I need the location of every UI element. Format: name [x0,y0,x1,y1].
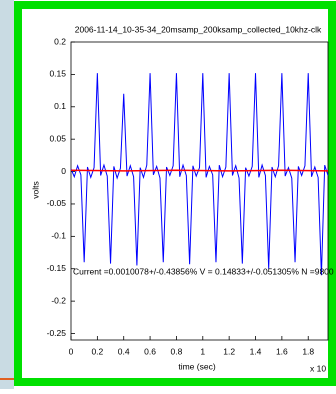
x-axis-label: time (sec) [178,361,215,371]
y-tick-label: -0.2 [51,295,66,305]
x-tick-label: 0.6 [144,346,156,356]
data-line [70,73,329,276]
data-line [70,169,329,172]
annotation: Current =0.0010078+/-0.43856% V = 0.1483… [73,266,334,276]
x-tick-label: 1.6 [276,346,288,356]
plot-box [70,41,329,341]
side-panel [0,0,14,389]
y-tick-label: -0.25 [47,328,67,338]
x-tick-label: 0.2 [91,346,103,356]
x-exponent: x 10 [310,363,326,373]
y-tick-label: 0.15 [49,69,66,79]
x-tick-label: 0.8 [171,346,183,356]
y-tick-label: 0.2 [54,36,66,46]
y-tick-label: 0.1 [54,101,66,111]
x-tick-label: 0 [69,346,74,356]
y-tick-label: 0.05 [49,133,66,143]
x-tick-label: 1 [200,346,205,356]
y-tick-label: 0 [61,166,66,176]
x-tick-label: 0.4 [118,346,130,356]
y-axis-label: volts [30,181,40,198]
x-tick-label: 1.8 [302,346,314,356]
x-tick-label: 1.4 [250,346,262,356]
chart-title: 2006-11-14_10-35-34_20msamp_200ksamp_col… [75,24,322,34]
y-tick-label: -0.15 [47,263,67,273]
y-tick-label: -0.05 [47,198,67,208]
y-tick-label: -0.1 [51,231,66,241]
x-tick-label: 1.2 [223,346,235,356]
frame [14,1,336,386]
